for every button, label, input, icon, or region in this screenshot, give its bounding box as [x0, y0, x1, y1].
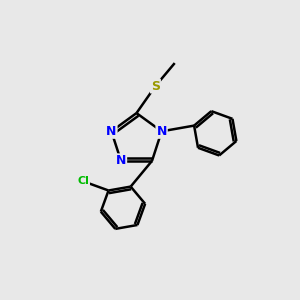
- Text: S: S: [151, 80, 160, 93]
- Text: N: N: [156, 125, 167, 138]
- Text: N: N: [106, 125, 117, 138]
- Text: N: N: [116, 154, 126, 167]
- Text: Cl: Cl: [77, 176, 89, 186]
